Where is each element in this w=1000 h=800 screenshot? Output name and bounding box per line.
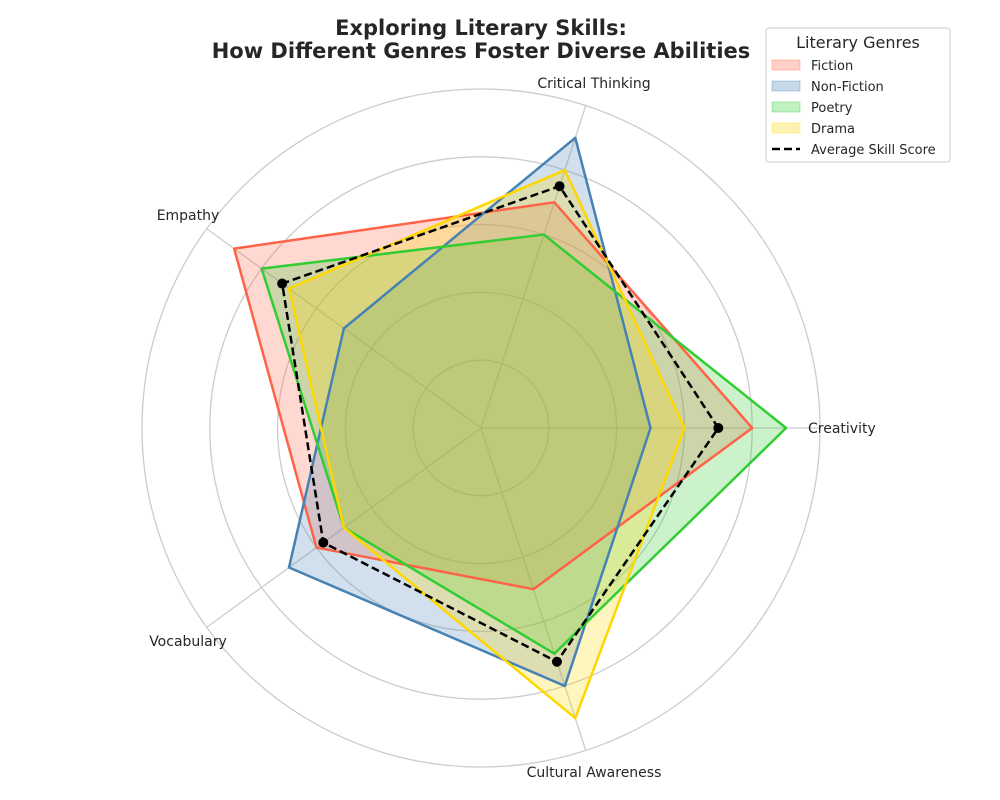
legend: Literary Genres Fiction Non-Fiction Poetry…: [765, 27, 951, 163]
legend-swatch-2: [771, 80, 801, 92]
legend-label-4: Drama: [811, 122, 855, 137]
legend-label-average: Average Skill Score: [811, 143, 936, 158]
legend-swatch-1: [771, 59, 801, 71]
legend-label-2: Non-Fiction: [811, 80, 884, 95]
axis-label-4: Vocabulary: [149, 634, 227, 650]
axis-label-2: Critical Thinking: [537, 76, 650, 92]
average-series: [277, 181, 724, 667]
series-line-2: [287, 136, 652, 688]
axis-label-5: Cultural Awareness: [527, 765, 662, 781]
average-point-1: [713, 423, 724, 433]
grid-spoke-2: [480, 105, 587, 429]
average-point-5: [551, 656, 562, 667]
radar-series: [232, 136, 788, 720]
chart-title-line-1: Exploring Literary Skills:: [335, 16, 627, 40]
axis-labels: Creativity Critical Thinking Empathy Vocabu…: [149, 76, 876, 781]
series-line-4: [287, 168, 686, 720]
chart-title-line-2: How Different Genres Foster Diverse Abil…: [212, 39, 751, 63]
legend-title: Literary Genres: [796, 33, 920, 52]
average-line: [280, 184, 720, 664]
axis-label-3: Empathy: [157, 208, 220, 224]
average-point-3: [277, 278, 288, 289]
series-line-1: [232, 201, 754, 591]
legend-swatch-3: [771, 101, 801, 113]
legend-label-1: Fiction: [811, 59, 853, 74]
legend-frame: [765, 27, 951, 163]
average-point-2: [554, 181, 565, 192]
legend-swatch-4: [771, 122, 801, 134]
series-fill-3: [261, 234, 787, 654]
series-line-3: [260, 233, 788, 655]
axis-label-1: Creativity: [808, 421, 876, 437]
average-point-4: [318, 537, 329, 548]
series-fill-4: [289, 170, 685, 719]
legend-label-3: Poetry: [811, 101, 853, 116]
